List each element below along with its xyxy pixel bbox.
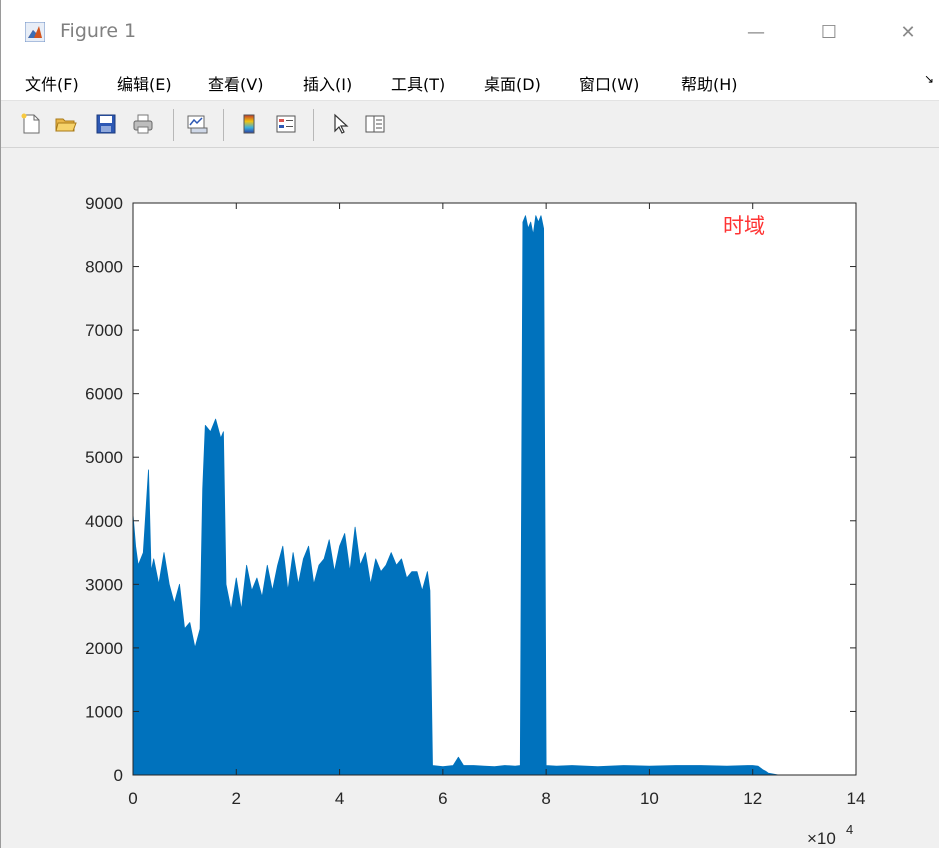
figure-canvas: 0 2 4 6 8 10 12 14 0 1000 2000 3000 4000 5000 6000 7000… xyxy=(1,148,939,848)
x-tick-label: 14 xyxy=(847,789,866,808)
y-tick-label: 0 xyxy=(114,766,123,785)
y-tick-label: 5000 xyxy=(85,448,123,467)
menu-window[interactable]: 窗口(W) xyxy=(579,75,640,94)
menu-file[interactable]: 文件(F) xyxy=(25,75,79,94)
x-exponent-label: ×10 xyxy=(807,829,836,848)
print-icon[interactable] xyxy=(131,112,155,136)
annotation-label: 时域 xyxy=(723,214,765,238)
minimize-icon: — xyxy=(747,21,765,43)
x-exponent-power: 4 xyxy=(846,822,853,837)
matlab-logo-icon xyxy=(25,22,45,42)
menu-overflow-icon[interactable]: ↘ xyxy=(924,72,935,86)
x-tick-label: 2 xyxy=(232,789,241,808)
x-tick-label: 6 xyxy=(438,789,447,808)
x-tick-label: 10 xyxy=(640,789,659,808)
pointer-arrow-icon[interactable] xyxy=(329,112,353,136)
figure-toolbar xyxy=(1,100,939,148)
close-icon: ✕ xyxy=(900,21,916,43)
menu-edit[interactable]: 编辑(E) xyxy=(117,75,172,94)
open-file-icon[interactable] xyxy=(54,112,78,136)
y-tick-label: 3000 xyxy=(85,575,123,594)
minimize-button[interactable]: — xyxy=(734,14,778,50)
menu-tools[interactable]: 工具(T) xyxy=(391,75,446,94)
y-tick-label: 4000 xyxy=(85,512,123,531)
series-line-0 xyxy=(132,215,779,776)
property-inspector-icon[interactable] xyxy=(363,112,387,136)
new-figure-icon[interactable] xyxy=(19,112,43,136)
close-button[interactable]: ✕ xyxy=(886,14,930,50)
y-tick-label: 6000 xyxy=(85,385,123,404)
colorbar-icon[interactable] xyxy=(237,112,261,136)
y-tick-label: 7000 xyxy=(85,321,123,340)
x-tick-label: 4 xyxy=(335,789,344,808)
x-tick-label: 0 xyxy=(128,789,137,808)
window-title: Figure 1 xyxy=(60,20,137,42)
title-bar[interactable]: Figure 1 — ☐ ✕ xyxy=(1,0,939,64)
x-tick-label: 8 xyxy=(541,789,550,808)
y-tick-label: 1000 xyxy=(85,702,123,721)
y-tick-label: 9000 xyxy=(85,194,123,213)
axes-box xyxy=(132,202,857,776)
menu-help[interactable]: 帮助(H) xyxy=(681,75,738,94)
maximize-button[interactable]: ☐ xyxy=(807,14,851,50)
link-plot-icon[interactable] xyxy=(185,112,209,136)
menu-bar: 文件(F) 编辑(E) 查看(V) 插入(I) 工具(T) 桌面(D) 窗口(W… xyxy=(1,64,939,100)
maximize-icon: ☐ xyxy=(820,21,838,43)
legend-icon[interactable] xyxy=(274,112,298,136)
menu-view[interactable]: 查看(V) xyxy=(208,75,264,94)
toolbar-separator xyxy=(313,109,314,141)
x-tick-label: 12 xyxy=(743,789,762,808)
menu-desktop[interactable]: 桌面(D) xyxy=(484,75,541,94)
y-tick-label: 2000 xyxy=(85,639,123,658)
toolbar-separator xyxy=(223,109,224,141)
save-icon[interactable] xyxy=(94,112,118,136)
time-domain-plot[interactable]: 0 2 4 6 8 10 12 14 0 1000 2000 3000 4000 5000 6000 7000… xyxy=(1,148,939,848)
menu-insert[interactable]: 插入(I) xyxy=(303,75,353,94)
y-tick-label: 8000 xyxy=(85,258,123,277)
toolbar-separator xyxy=(173,109,174,141)
